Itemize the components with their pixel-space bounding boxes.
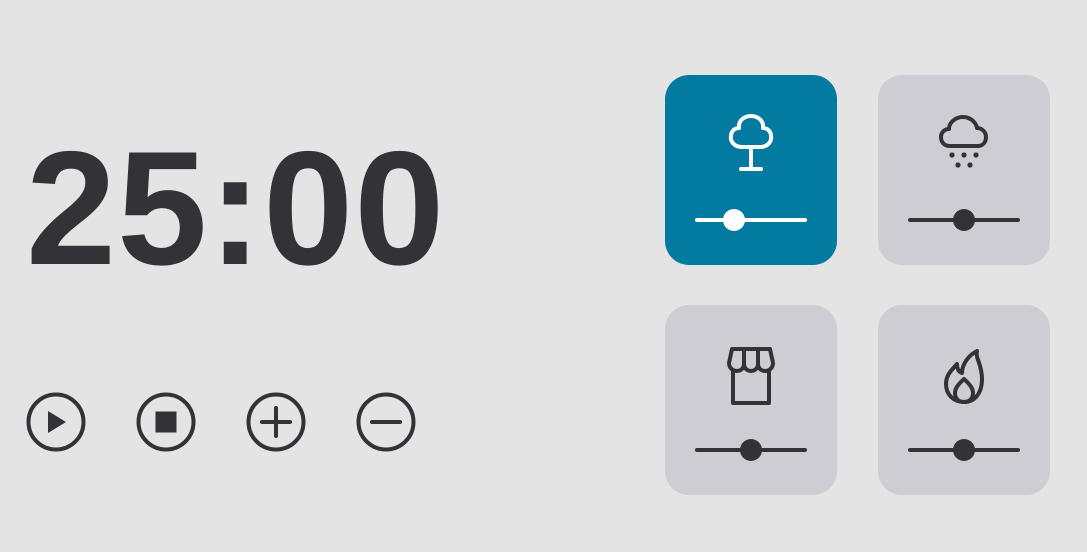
stop-button[interactable] — [136, 392, 196, 452]
slider-thumb[interactable] — [723, 209, 746, 231]
timer-controls — [26, 392, 416, 452]
play-button[interactable] — [26, 392, 86, 452]
slider-thumb[interactable] — [953, 209, 975, 231]
play-icon — [26, 392, 86, 452]
sound-card-forest[interactable] — [665, 75, 837, 265]
storefront-icon — [713, 331, 789, 407]
rain-cloud-icon — [926, 101, 1002, 177]
slider-track[interactable] — [695, 218, 807, 222]
fire-icon — [926, 331, 1002, 407]
add-time-button[interactable] — [246, 392, 306, 452]
tree-icon — [713, 101, 789, 177]
minus-icon — [356, 392, 416, 452]
remove-time-button[interactable] — [356, 392, 416, 452]
sound-card-coffee-shop[interactable] — [665, 305, 837, 495]
slider-thumb[interactable] — [740, 439, 762, 461]
plus-icon — [246, 392, 306, 452]
timer-display: 25:00 — [26, 118, 446, 299]
sound-card-fireplace[interactable] — [878, 305, 1050, 495]
sound-card-rain[interactable] — [878, 75, 1050, 265]
stop-icon — [136, 392, 196, 452]
slider-thumb[interactable] — [953, 439, 975, 461]
